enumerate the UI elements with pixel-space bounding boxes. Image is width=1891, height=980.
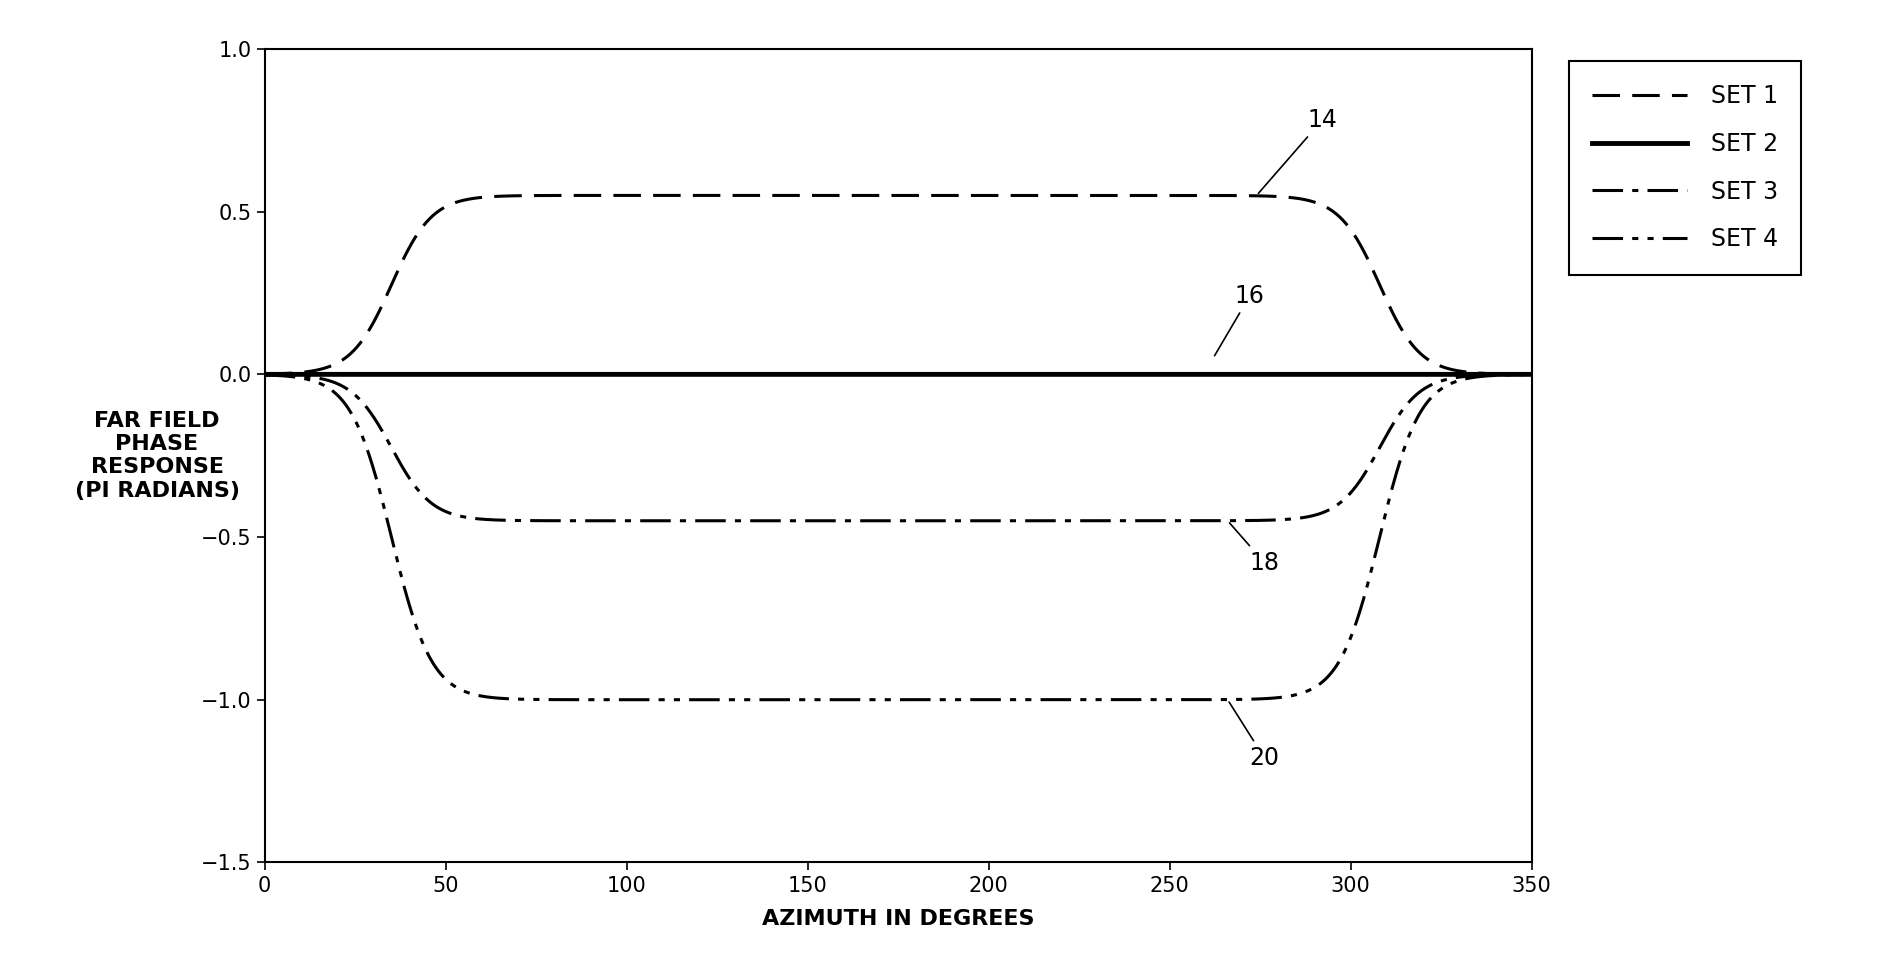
SET 1 [739, 189, 762, 201]
SET 3 [874, 514, 896, 526]
Text: 20: 20 [1229, 702, 1280, 770]
SET 2 [794, 368, 817, 380]
SET 1 [874, 189, 896, 201]
SET 2 [473, 368, 495, 380]
SET 1 [1520, 368, 1543, 380]
SET 1 [473, 191, 495, 203]
Text: 14: 14 [1258, 108, 1337, 193]
SET 4 [739, 694, 762, 706]
SET 2 [253, 368, 276, 380]
Text: 18: 18 [1229, 523, 1280, 574]
SET 1 [253, 368, 276, 380]
SET 1 [1360, 260, 1382, 271]
SET 2 [1520, 368, 1543, 380]
SET 4 [253, 369, 276, 381]
SET 2 [1360, 368, 1382, 380]
SET 3 [739, 514, 762, 526]
X-axis label: AZIMUTH IN DEGREES: AZIMUTH IN DEGREES [762, 909, 1034, 929]
SET 4 [1496, 369, 1518, 381]
SET 4 [794, 694, 817, 706]
SET 3 [253, 368, 276, 380]
SET 3 [473, 514, 495, 525]
Line: SET 1: SET 1 [265, 195, 1532, 374]
SET 3 [397, 472, 420, 484]
SET 3 [1520, 368, 1543, 380]
SET 2 [1496, 368, 1518, 380]
SET 4 [397, 599, 420, 611]
Text: FAR FIELD
PHASE
RESPONSE
(PI RADIANS): FAR FIELD PHASE RESPONSE (PI RADIANS) [74, 411, 240, 501]
SET 3 [1496, 368, 1518, 380]
SET 4 [1520, 368, 1543, 380]
SET 4 [1360, 566, 1382, 578]
SET 2 [739, 368, 762, 380]
SET 3 [1360, 458, 1382, 469]
Text: 16: 16 [1214, 284, 1265, 356]
Line: SET 3: SET 3 [265, 374, 1532, 520]
SET 1 [794, 189, 817, 201]
SET 4 [473, 691, 495, 703]
SET 3 [794, 514, 817, 526]
SET 2 [397, 368, 420, 380]
SET 4 [874, 694, 896, 706]
SET 1 [397, 242, 420, 254]
SET 1 [1496, 368, 1518, 380]
Legend: SET 1, SET 2, SET 3, SET 4: SET 1, SET 2, SET 3, SET 4 [1570, 61, 1802, 274]
Line: SET 4: SET 4 [265, 374, 1532, 700]
